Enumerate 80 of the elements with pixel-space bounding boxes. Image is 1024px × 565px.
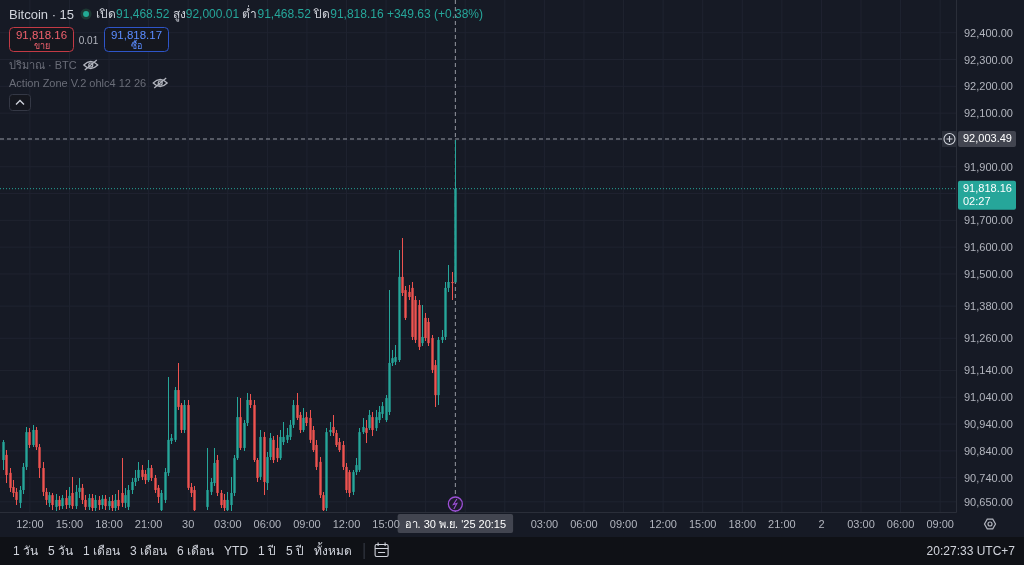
ref-line-label: 91,818.16 02:27 [963,182,1012,208]
annotation: ซื้อ [131,38,142,51]
annotation: ขาย [33,40,50,51]
text: YTD [224,544,249,558]
x-tick-label: 15:00 [55,518,84,530]
x-tick-label: 2 [818,518,825,530]
text: 5 วัน [48,544,74,558]
candlestick [206,447,209,511]
y-tick-label: 90,650.00 [964,495,1013,508]
text: 1 ปี [258,544,277,558]
x-tick-label: 12:00 [16,518,44,530]
candlestick [65,489,68,510]
ref-line-label: 92,003.49 [963,132,1012,145]
candlestick [368,409,371,431]
candlestick [371,411,374,437]
candlestick [28,427,31,449]
x-tick-label: 21:00 [134,518,163,530]
y-tick-label: 91,600.00 [964,241,1013,254]
y-tick-label: 90,740.00 [964,471,1013,484]
ref-line-label: อา. 30 พ.ย. '25 20:15 [404,517,507,530]
candlestick [127,484,130,511]
x-tick-label: 06:00 [253,518,282,530]
x-tick-label: 03:00 [214,518,242,530]
x-tick-label: 06:00 [886,518,915,530]
y-tick-label: 90,840.00 [964,444,1013,457]
y-tick-label: 92,300.00 [964,53,1013,66]
x-tick-label: 30 [182,518,195,530]
x-tick-label: 18:00 [728,518,757,530]
candlestick [5,449,8,484]
candlestick [71,476,74,510]
y-tick-label: 92,200.00 [964,80,1013,93]
x-tick-label: 21:00 [768,518,796,530]
x-tick-label: 15:00 [688,518,717,530]
candlestick [375,409,378,432]
y-tick-label: 92,400.00 [964,26,1013,39]
annotation: 91,818.16 [15,28,68,41]
text: 1 วัน [13,544,39,558]
candlestick [2,439,5,471]
annotation: Action Zone V.2 ohlc4 12 26 [9,77,147,89]
y-tick-label: 91,500.00 [964,267,1013,280]
candlestick [421,304,424,347]
candlestick [121,457,124,508]
text: 1 เดือน [83,544,121,558]
annotation: ปริมาณ · BTC [9,59,77,71]
x-tick-label: 03:00 [847,518,875,530]
y-tick-label: 92,100.00 [964,107,1013,120]
text: ทั้งหมด [314,542,353,558]
x-tick-label: 12:00 [649,518,677,530]
y-tick-label: 91,700.00 [964,214,1013,227]
y-tick-label: 91,040.00 [964,391,1013,404]
candlestick [124,487,127,509]
candlestick [424,312,427,342]
candlestick [272,435,275,464]
x-tick-label: 03:00 [530,518,559,530]
x-tick-label: 06:00 [570,518,598,530]
x-tick-label: 18:00 [95,518,123,530]
candlestick [276,434,279,463]
annotation: 0.01 [78,34,99,46]
text: Bitcoin · 15 [9,6,75,22]
y-tick-label: 91,380.00 [964,300,1013,313]
text: เปิด91,468.52 สูง92,000.01 ต่ำ91,468.52 ปิด91,818.16 +349.63 (+0.38%) [96,5,483,22]
candlestick [32,424,35,448]
x-tick-label: 09:00 [293,518,321,530]
x-tick-label: 12:00 [332,518,361,530]
text: 5 ปี [286,544,305,558]
candlestick [68,486,71,509]
y-tick-label: 90,940.00 [964,418,1013,431]
text: 6 เดือน [177,544,215,558]
y-tick-label: 91,900.00 [964,160,1013,173]
x-tick-label: 09:00 [609,518,638,530]
candlestick [451,271,454,301]
y-tick-label: 91,140.00 [964,364,1013,377]
y-tick-label: 91,260.00 [964,332,1013,345]
annotation: 91,818.17 [110,28,163,41]
text: 20:27:33 UTC+7 [926,544,1016,558]
x-tick-label: 09:00 [926,518,954,530]
x-tick-label: 15:00 [372,518,400,530]
candlestick [193,485,196,512]
text: 3 เดือน [130,544,168,558]
candlestick [137,461,140,482]
